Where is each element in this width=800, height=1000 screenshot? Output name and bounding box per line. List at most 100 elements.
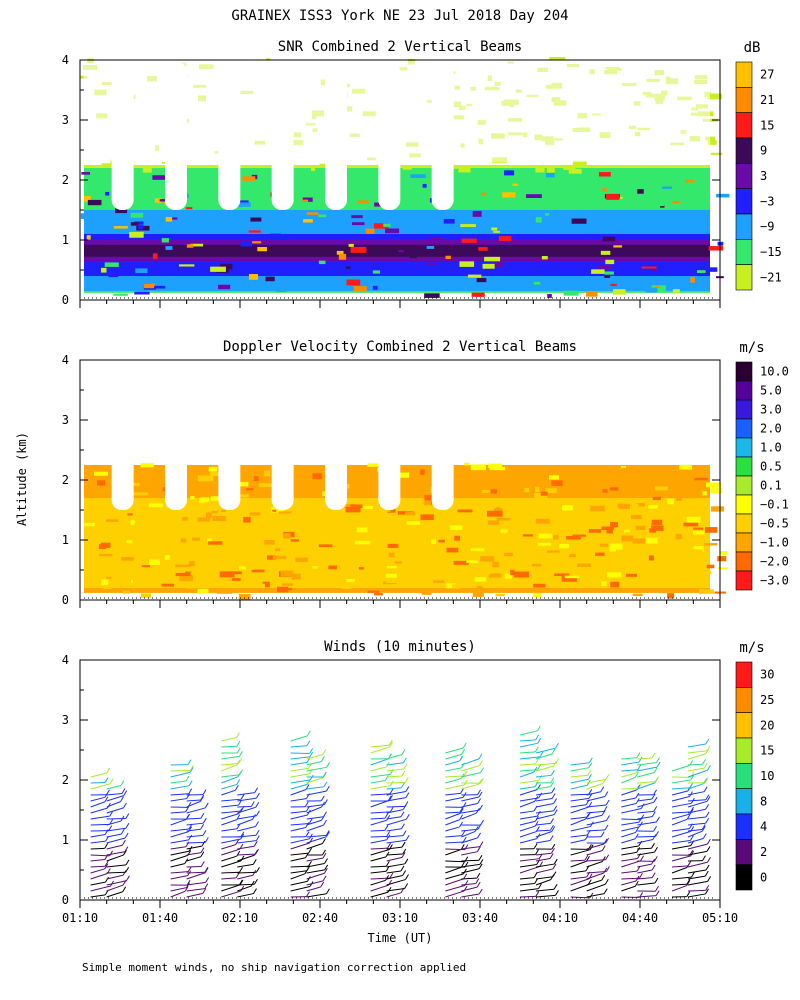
wind-barb (570, 870, 586, 874)
wind-barb (370, 891, 389, 898)
wind-barb (306, 803, 325, 808)
field-speckle (445, 255, 451, 260)
field-speckle (185, 485, 197, 490)
field-speckle (512, 183, 518, 186)
wind-barb (237, 845, 255, 850)
wind-barb (671, 885, 687, 892)
wind-barb-feather (322, 838, 326, 844)
field-speckle (211, 510, 218, 514)
wind-barb-feather (587, 879, 592, 885)
wind-barb (221, 828, 238, 832)
wind-barb (637, 877, 653, 880)
y-tick-label: 4 (62, 53, 69, 67)
wind-barb-feather (387, 842, 391, 849)
field-speckle (262, 536, 277, 540)
colorbar-label: 3 (760, 169, 767, 183)
wind-barb-feather (402, 757, 407, 763)
field-speckle (361, 506, 373, 509)
field-speckle (602, 489, 608, 493)
field-speckle (318, 214, 327, 218)
wind-barb (90, 859, 105, 862)
wind-barb-feather (551, 826, 556, 832)
wind-barb (170, 828, 190, 832)
wind-barb-feather (320, 881, 325, 888)
y-tick-label: 4 (62, 653, 69, 667)
wind-barb-feather (637, 764, 642, 770)
upper-mask (84, 61, 710, 162)
field-speckle (246, 488, 254, 491)
field-speckle (356, 527, 368, 533)
wind-barb (671, 813, 691, 820)
colorbar-swatch (735, 570, 753, 591)
field-speckle (242, 176, 256, 181)
wind-barb-feather (204, 883, 209, 889)
wind-barb (221, 813, 239, 820)
field-speckle (458, 167, 471, 173)
wind-barb (586, 791, 601, 796)
colorbar-label: 10.0 (760, 365, 789, 379)
wind-barb-feather (401, 770, 406, 777)
field-speckle (598, 172, 611, 177)
wind-barb-feather (386, 831, 391, 837)
wind-barb (237, 840, 257, 844)
field-speckle (621, 535, 634, 542)
field-speckle (186, 584, 196, 589)
wind-barb (570, 804, 587, 808)
wind-barb (386, 828, 402, 832)
wind-barb (106, 807, 124, 814)
wind-barb (570, 876, 587, 880)
y-tick-label: 3 (62, 113, 69, 127)
wind-barb (170, 831, 189, 838)
wind-barb-feather (125, 867, 130, 873)
field-speckle (420, 514, 434, 521)
wind-barb-feather (125, 822, 130, 829)
wind-barb (290, 767, 309, 772)
colorbar-swatch (735, 712, 753, 739)
wind-barb (445, 747, 464, 754)
wind-barb (621, 757, 637, 760)
wind-barb-feather (309, 748, 314, 754)
field-speckle (351, 215, 363, 219)
wind-barb-feather (634, 833, 639, 840)
wind-barb-feather (635, 827, 639, 833)
field-speckle (154, 198, 163, 203)
wind-barb-feather (478, 888, 483, 895)
colorbar-label: 5.0 (760, 384, 782, 398)
wind-barb-feather (202, 789, 207, 795)
field-speckle (87, 199, 102, 206)
wind-barb-feather (240, 885, 245, 892)
y-tick-label: 0 (62, 893, 69, 907)
field-speckle (457, 509, 473, 513)
field-speckle (178, 264, 195, 267)
wind-barb (535, 858, 551, 862)
x-tick-label: 01:40 (142, 911, 178, 925)
wind-barb-feather (254, 878, 258, 885)
wind-barb (370, 847, 388, 850)
wind-barb (445, 812, 461, 820)
field-speckle (100, 267, 107, 273)
field-speckle (599, 543, 609, 547)
wind-barb (186, 852, 202, 856)
wind-barb (106, 854, 124, 862)
field-speckle (472, 592, 484, 597)
wind-barb-feather (204, 866, 209, 873)
colorbar-swatch (735, 87, 753, 113)
wind-barb (90, 833, 106, 838)
wind-barb-feather (651, 843, 655, 849)
wind-barb-feather (189, 766, 194, 773)
wind-barb (90, 881, 106, 886)
wind-barb-feather (553, 883, 558, 890)
field-speckle (487, 510, 503, 517)
wind-barb-feather (236, 732, 240, 738)
wind-profile (106, 780, 130, 898)
field-speckle (459, 261, 475, 267)
wind-barb (170, 793, 189, 796)
field-speckle (107, 512, 121, 518)
field-speckle (610, 283, 617, 287)
wind-barb (370, 758, 389, 766)
field-speckle (291, 573, 301, 580)
field-speckle (421, 590, 432, 595)
wind-barb (586, 804, 607, 808)
wind-barb-feather (109, 850, 114, 857)
field-speckle (99, 553, 113, 557)
